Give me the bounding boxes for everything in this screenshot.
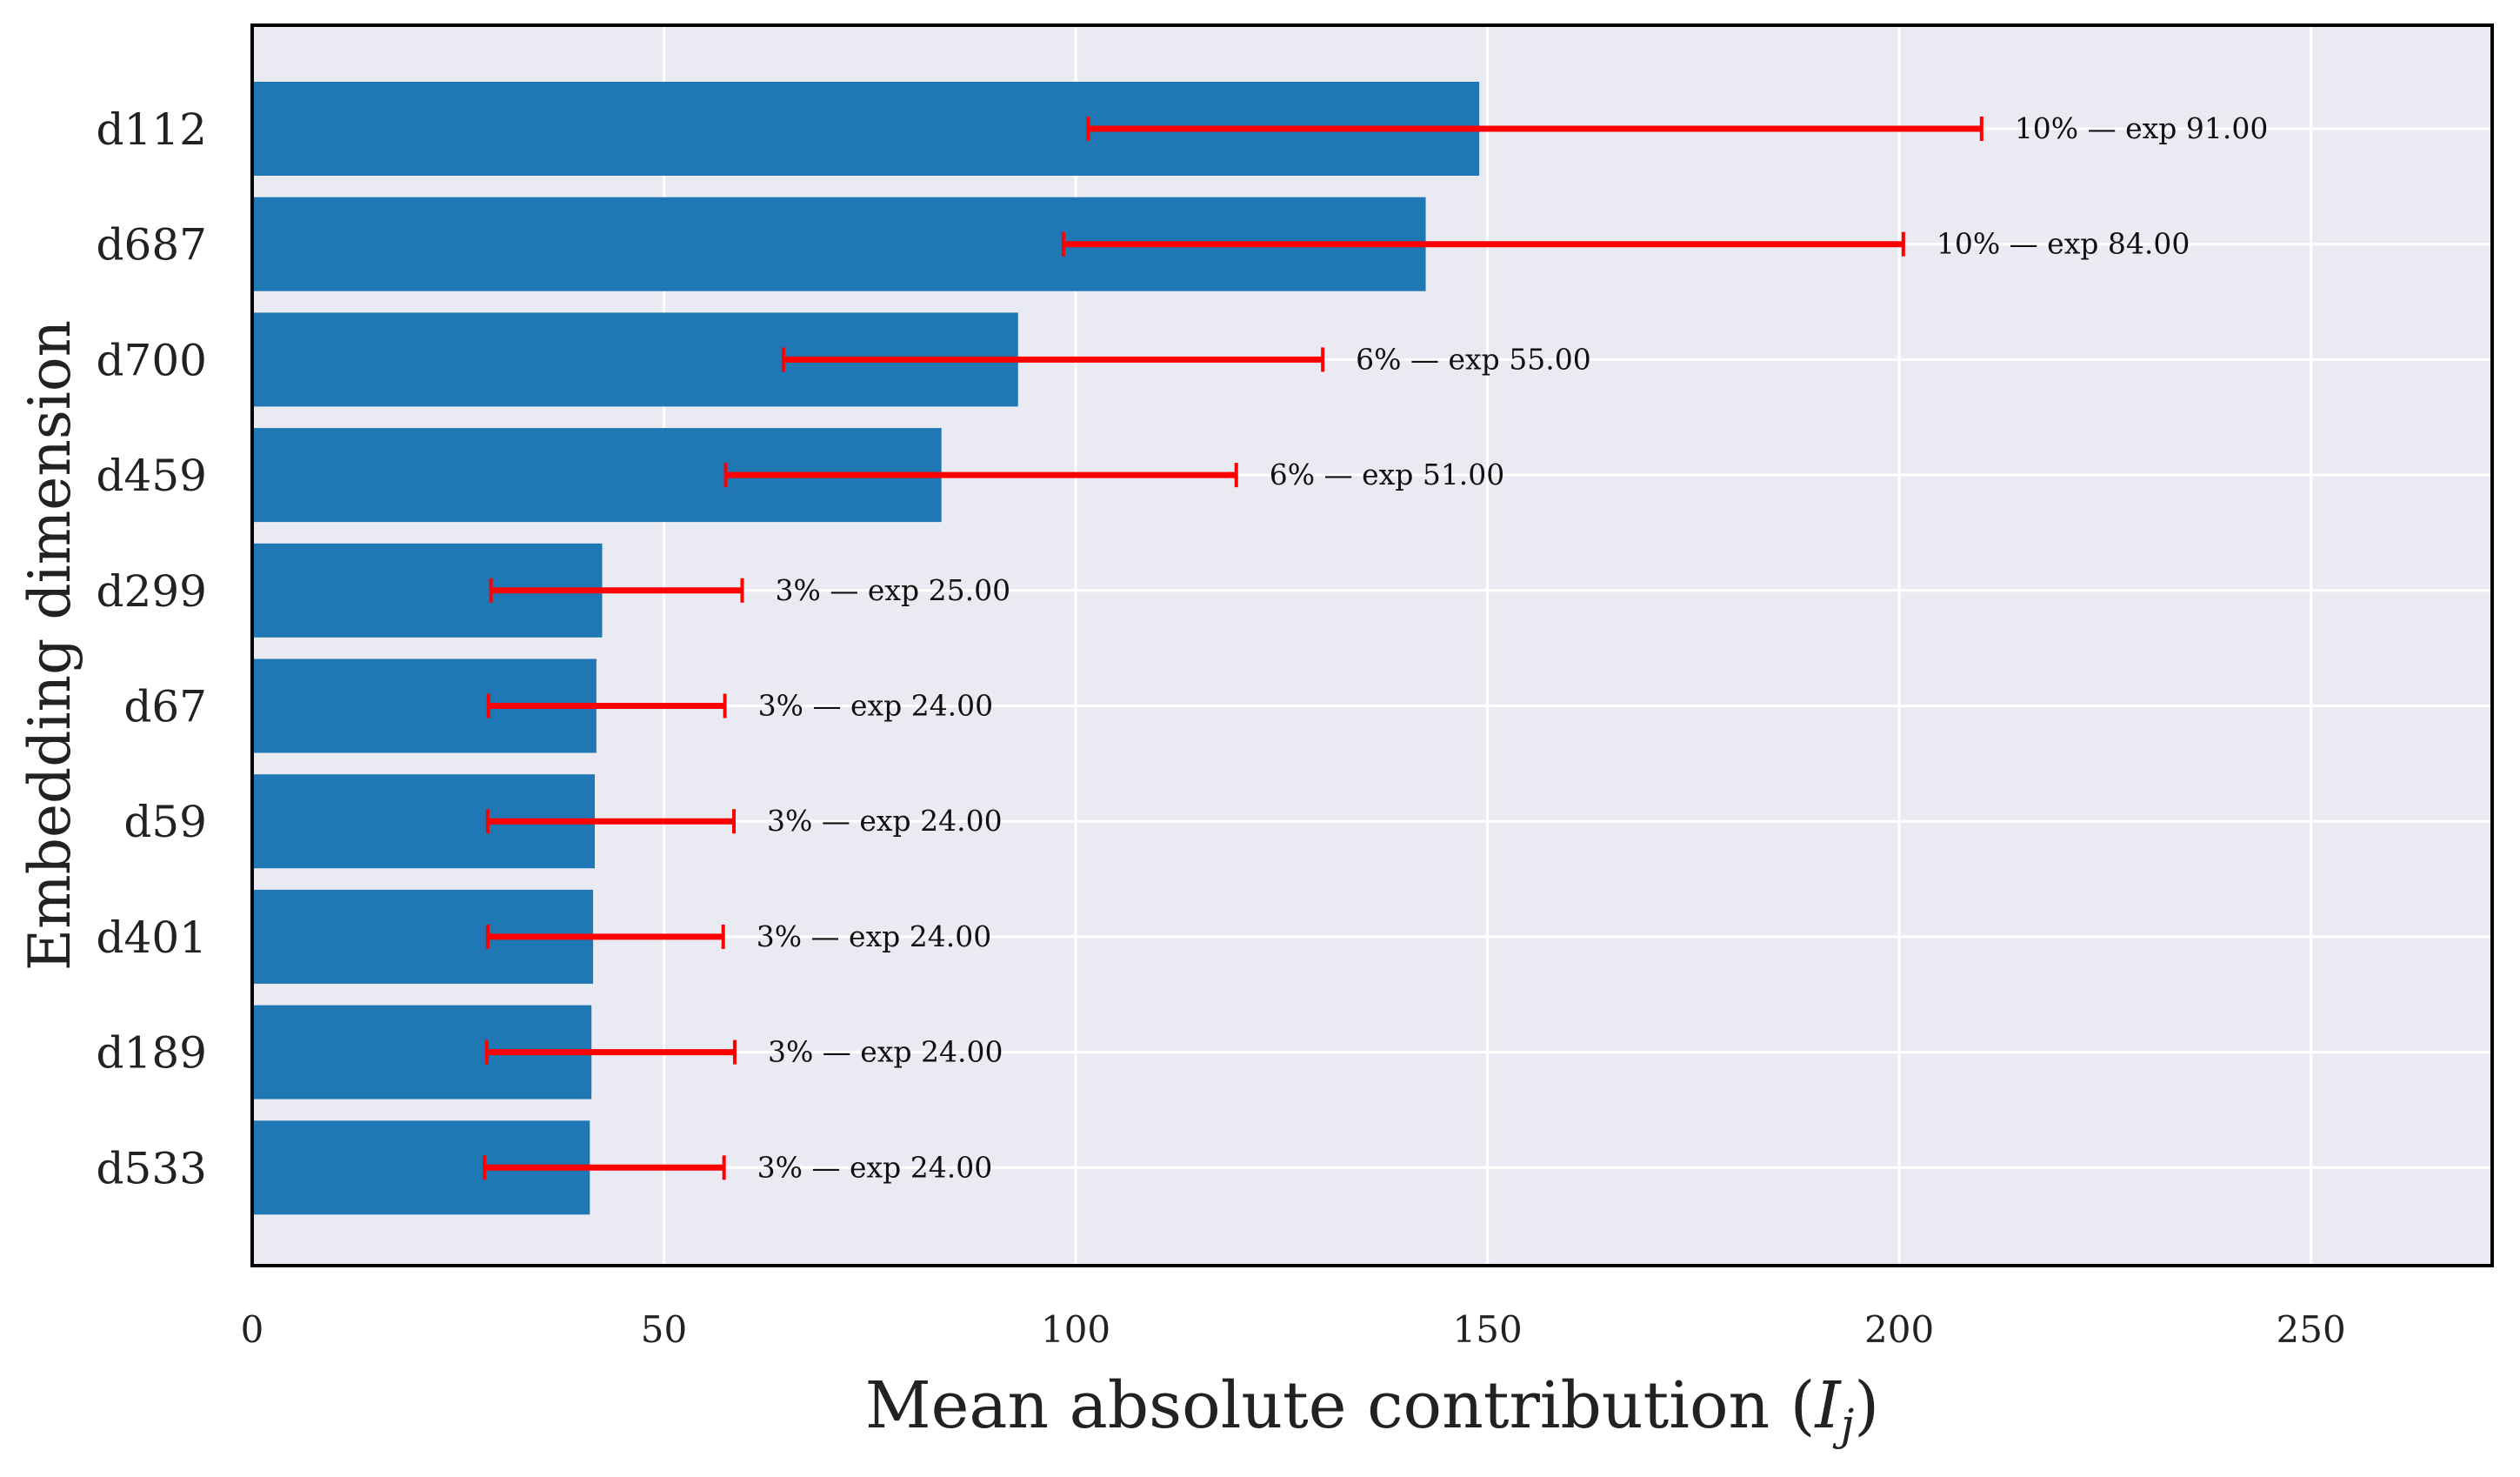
plot-frame bbox=[250, 23, 2494, 1267]
x-tick-label: 0 bbox=[241, 1308, 264, 1351]
x-tick-label: 200 bbox=[1864, 1308, 1934, 1351]
y-tick-labels: d112 d687 d700 d459 d299 d67 d59 d401 d189 d533 bbox=[97, 104, 207, 1193]
y-tick-label-d59: d59 bbox=[123, 797, 207, 847]
x-tick-label: 150 bbox=[1453, 1308, 1523, 1351]
x-tick-label: 50 bbox=[641, 1308, 687, 1351]
bar-value-label-d112: 10% — exp 91.00 bbox=[2015, 111, 2269, 145]
bars-group bbox=[252, 82, 1480, 1215]
bar-value-label-d299: 3% — exp 25.00 bbox=[776, 573, 1011, 607]
y-tick-label-d67: d67 bbox=[123, 682, 207, 732]
y-tick-label-d533: d533 bbox=[97, 1143, 207, 1193]
bar-value-label-d189: 3% — exp 24.00 bbox=[768, 1035, 1003, 1069]
bar-value-label-d401: 3% — exp 24.00 bbox=[757, 919, 992, 953]
x-tick-labels: 0 50 100 150 200 250 bbox=[241, 1308, 2346, 1351]
y-axis-title: Embedding dimension bbox=[17, 320, 83, 971]
bar-value-label-d533: 3% — exp 24.00 bbox=[757, 1150, 993, 1184]
x-tick-label: 100 bbox=[1041, 1308, 1110, 1351]
x-axis-title-text: Mean absolute contribution ( bbox=[865, 1368, 1816, 1443]
bar-value-label-d67: 3% — exp 24.00 bbox=[758, 689, 994, 723]
y-tick-label-d189: d189 bbox=[97, 1028, 207, 1079]
error-bars-group bbox=[483, 117, 1983, 1180]
bar-value-label-d700: 6% — exp 55.00 bbox=[1356, 342, 1591, 376]
x-axis-title: Mean absolute contribution (Ij) bbox=[865, 1368, 1879, 1450]
y-tick-label-d112: d112 bbox=[97, 104, 207, 155]
y-tick-label-d459: d459 bbox=[97, 451, 207, 501]
bar-value-label-d459: 6% — exp 51.00 bbox=[1270, 458, 1505, 491]
x-axis-title-symbol: I bbox=[1814, 1368, 1843, 1443]
y-tick-label-d700: d700 bbox=[97, 335, 207, 385]
bar-value-label-d59: 3% — exp 24.00 bbox=[767, 804, 1003, 838]
y-tick-label-d401: d401 bbox=[97, 912, 207, 963]
x-axis-title-suffix: ) bbox=[1854, 1368, 1879, 1443]
y-tick-label-d299: d299 bbox=[97, 566, 207, 617]
x-tick-label: 250 bbox=[2277, 1308, 2346, 1351]
bar-value-label-d687: 10% — exp 84.00 bbox=[1937, 227, 2190, 261]
y-tick-label-d687: d687 bbox=[97, 220, 207, 271]
bar-labels-group: 10% — exp 91.00 10% — exp 84.00 6% — exp 5… bbox=[757, 111, 2269, 1184]
